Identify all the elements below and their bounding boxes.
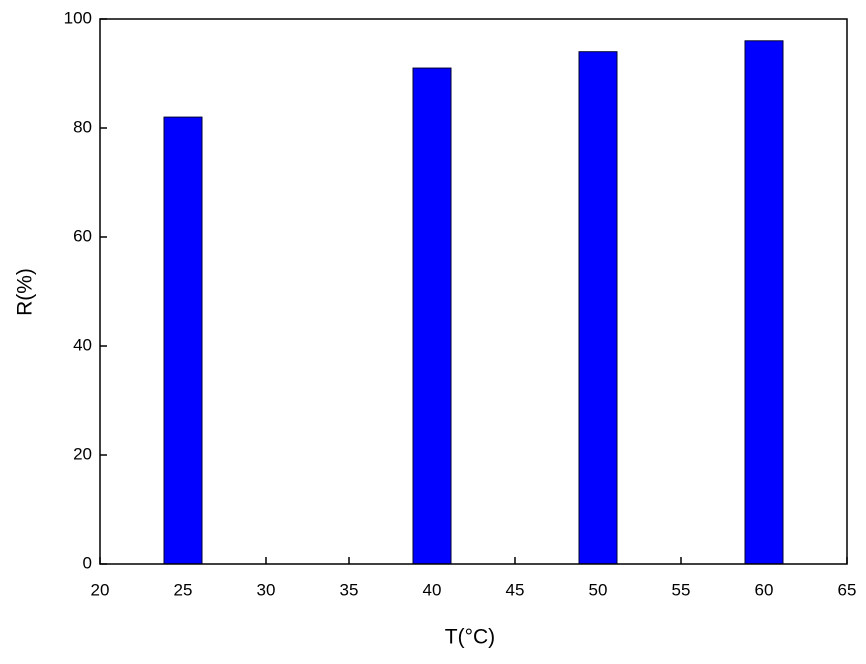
y-tick-label: 0 — [83, 553, 92, 572]
y-tick-label: 80 — [73, 117, 92, 136]
x-tick-label: 35 — [340, 580, 359, 599]
y-tick-label: 100 — [64, 8, 92, 27]
y-tick-label: 20 — [73, 444, 92, 463]
x-tick-label: 50 — [589, 580, 608, 599]
y-tick-label: 60 — [73, 226, 92, 245]
x-tick-label: 45 — [506, 580, 525, 599]
x-tick-label: 40 — [423, 580, 442, 599]
x-tick-label: 25 — [174, 580, 193, 599]
x-tick-label: 60 — [755, 580, 774, 599]
plot-frame — [99, 18, 848, 565]
x-tick-label: 20 — [91, 580, 110, 599]
y-axis-label: R(%) — [14, 268, 37, 316]
bar — [744, 40, 784, 565]
y-tick-label: 40 — [73, 335, 92, 354]
x-tick-label: 55 — [672, 580, 691, 599]
x-tick-label: 65 — [838, 580, 857, 599]
x-tick-label: 30 — [257, 580, 276, 599]
x-axis-label: T(°C) — [445, 626, 495, 649]
bar — [412, 67, 452, 565]
bar — [163, 116, 203, 565]
bar — [578, 51, 618, 565]
